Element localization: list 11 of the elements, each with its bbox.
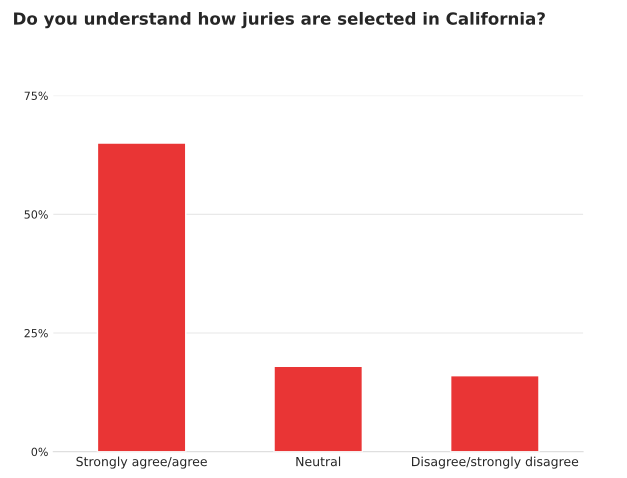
chart-title: Do you understand how juries are selected in California? bbox=[14, 12, 545, 28]
y-tick-label: 0% bbox=[32, 448, 48, 456]
bar bbox=[450, 375, 540, 452]
x-tick-label: Disagree/strongly disagree bbox=[412, 456, 578, 469]
bar bbox=[273, 366, 364, 452]
y-tick-label: 75% bbox=[24, 92, 48, 100]
bar bbox=[96, 142, 186, 452]
y-tick-label: 25% bbox=[24, 328, 48, 338]
x-tick-label: Strongly agree/agree bbox=[76, 456, 207, 469]
y-tick-label: 50% bbox=[24, 210, 48, 219]
x-tick-label: Neutral bbox=[296, 456, 340, 466]
